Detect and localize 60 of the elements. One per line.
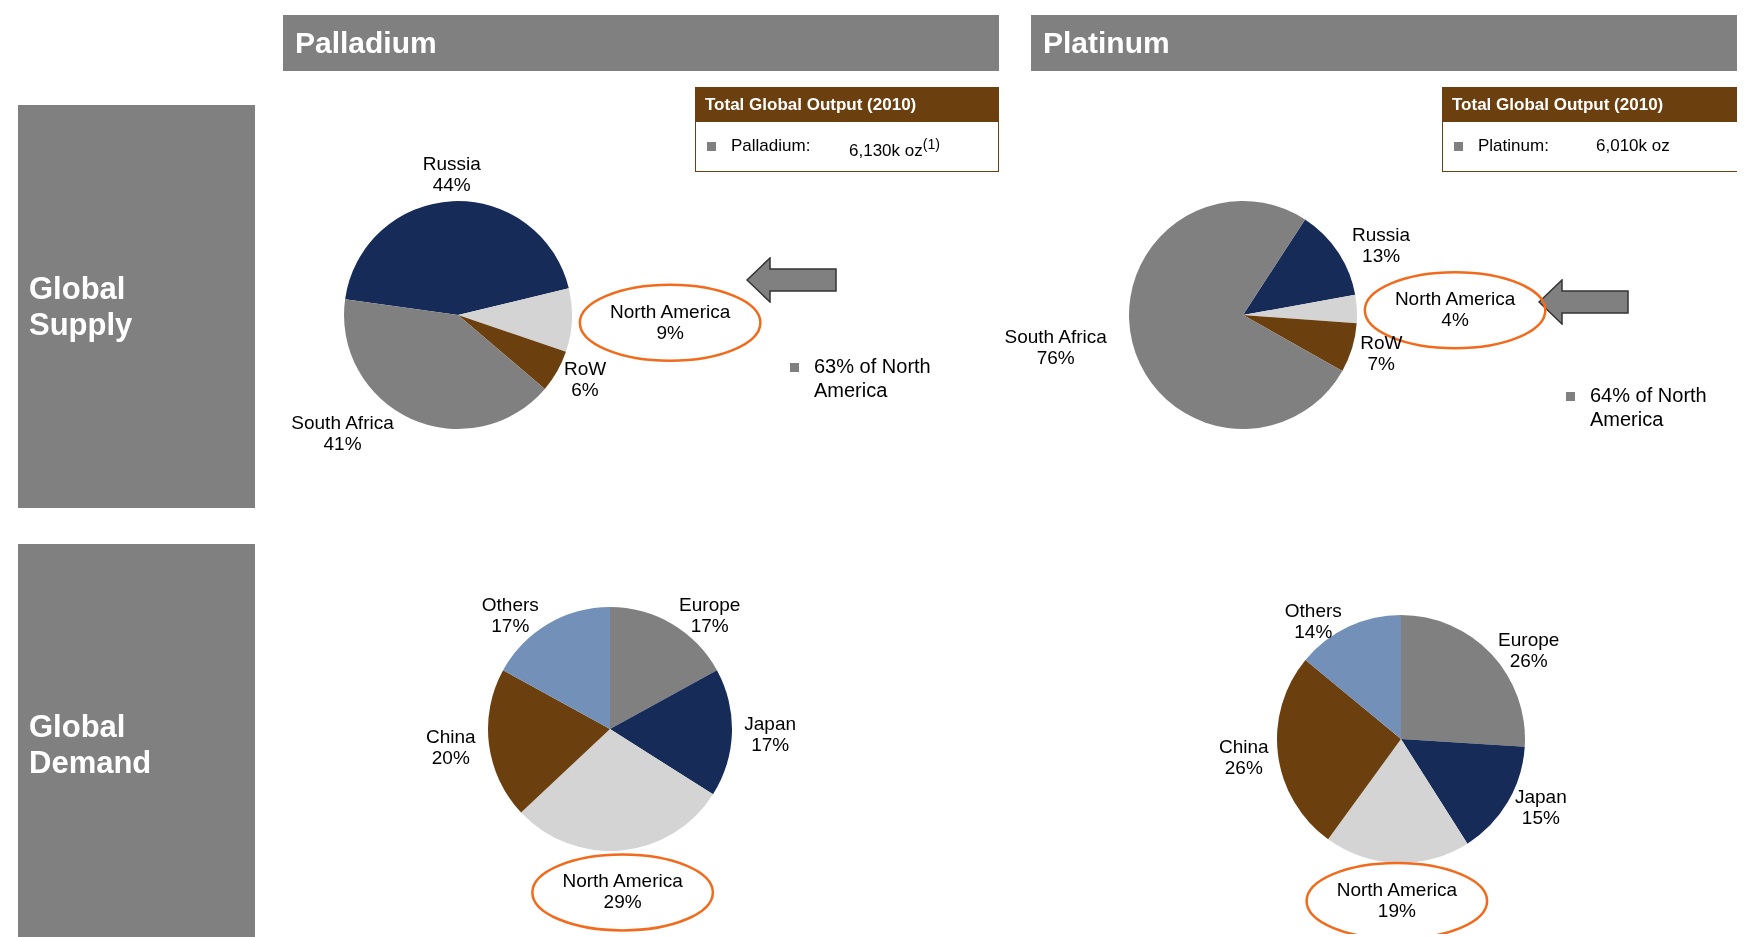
data-label: 6% [571, 379, 599, 401]
slice-label: Europe [679, 593, 741, 615]
data-label: 4% [1441, 309, 1469, 331]
data-label: 44% [432, 174, 471, 196]
pie-slice [1129, 201, 1343, 429]
slice-label: RoW [1360, 332, 1403, 353]
slice-label: Others [1284, 599, 1342, 621]
data-label: 17% [751, 734, 790, 756]
data-label: 26% [1224, 756, 1263, 778]
slice-label: RoW [563, 358, 607, 380]
data-label: 14% [1294, 620, 1333, 642]
chart-title: Platinum [1042, 25, 1171, 61]
slice-label: Russia [1352, 224, 1411, 246]
text: 63% of North America [814, 354, 932, 402]
pie-slice [458, 288, 572, 352]
slice-label: North America [1336, 878, 1458, 900]
text: 6,130k oz$^{(1)}$ [849, 136, 941, 161]
pie-slice [458, 315, 566, 389]
slice-label: South Africa [1004, 325, 1108, 347]
data-label: 26% [1509, 649, 1548, 671]
pie-slice [345, 201, 569, 315]
data-label: 41% [323, 432, 362, 454]
text: 64% of North America [1590, 383, 1708, 431]
data-label: 20% [431, 746, 470, 768]
data-label: 13% [1362, 245, 1401, 267]
data-label: 17% [690, 614, 729, 636]
pie-slice [521, 729, 714, 851]
pie-slice [344, 299, 545, 429]
slice-label: Japan [1514, 786, 1567, 808]
data-label: 15% [1521, 807, 1560, 829]
slice-label: North America [609, 300, 731, 322]
data-label: 76% [1036, 346, 1075, 368]
slice-label: North America [562, 870, 684, 892]
text: 6,010k oz [1596, 136, 1670, 156]
slice-label: Japan [744, 713, 797, 735]
pie-slice [610, 670, 732, 795]
slice-label: China [425, 725, 477, 747]
data-label: 17% [491, 614, 530, 636]
text: Platinum: [1478, 136, 1549, 156]
text: Palladium: [731, 136, 811, 156]
data-label: 7% [1367, 353, 1396, 374]
chart-title: Palladium [283, 15, 999, 71]
data-label: 29% [603, 891, 642, 913]
slice-label: China [1218, 735, 1270, 757]
slice-label: Russia [422, 153, 482, 175]
pie-slice [1243, 315, 1357, 371]
slice-label: North America [1394, 288, 1516, 310]
slice-label: South Africa [291, 411, 395, 433]
pie-slice [488, 670, 610, 813]
pie-slice [1243, 294, 1357, 324]
text: Global Demand [29, 708, 153, 781]
text: Total Global Output (2010) [1451, 94, 1665, 116]
slice-label: Europe [1498, 628, 1560, 650]
text: Total Global Output (2010) [696, 88, 998, 122]
pie-slice [1328, 739, 1468, 863]
data-label: 19% [1377, 899, 1416, 921]
pie-slice [1277, 659, 1401, 840]
text: Global Supply [29, 270, 134, 343]
slice-label: Others [481, 593, 539, 615]
data-label: 9% [656, 321, 684, 343]
